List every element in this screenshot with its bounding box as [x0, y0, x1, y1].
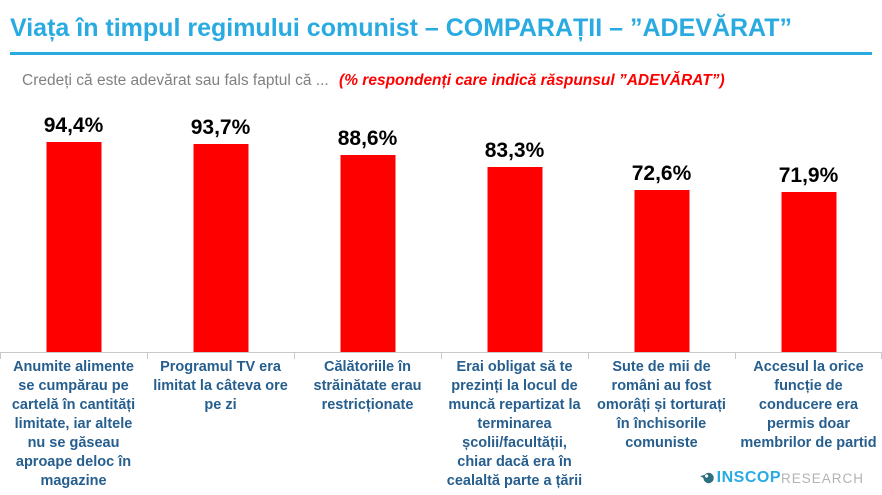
category-label: Călătoriile în străinătate erau restricț… [294, 353, 441, 491]
bar-value-label: 83,3% [484, 139, 545, 162]
bar-chart: 94,4% 93,7% 88,6% 83,3% 72,6% 71,9% [0, 100, 882, 352]
bar-column: 88,6% [294, 100, 441, 352]
category-label: Sute de mii de români au fost omorâți și… [588, 353, 735, 491]
bar [46, 142, 101, 352]
header: Viața în timpul regimului comunist – COM… [0, 0, 882, 55]
inscop-logo-icon [699, 472, 714, 484]
logo-text-research: RESEARCH [780, 470, 864, 486]
bar-column: 71,9% [735, 100, 882, 352]
bar [781, 192, 836, 352]
logo-text-inscop: INSCOP [716, 469, 781, 486]
bar-column: 94,4% [0, 100, 147, 352]
bar-column: 72,6% [588, 100, 735, 352]
title-divider [10, 52, 872, 55]
bar [634, 190, 689, 352]
bar [340, 155, 395, 352]
category-label: Erai obligat să te prezinți la locul de … [441, 353, 588, 491]
bar-value-label: 93,7% [190, 116, 251, 139]
bar [487, 167, 542, 352]
subtitle-question: Credeți că este adevărat sau fals faptul… [22, 72, 329, 89]
bar-value-label: 88,6% [337, 127, 398, 150]
subtitle-note: (% respondenți care indică răspunsul ”AD… [339, 72, 725, 89]
category-label: Anumite alimente se cumpărau pe cartelă … [0, 353, 147, 491]
bar-value-label: 71,9% [778, 164, 839, 187]
category-label: Programul TV era limitat la câteva ore p… [147, 353, 294, 491]
bar-column: 93,7% [147, 100, 294, 352]
bar-value-label: 94,4% [43, 114, 104, 137]
bar [193, 144, 248, 352]
page-title: Viața în timpul regimului comunist – COM… [10, 14, 793, 42]
category-labels: Anumite alimente se cumpărau pe cartelă … [0, 352, 882, 491]
inscop-logo: INSCOP RESEARCH [699, 469, 864, 487]
bar-value-label: 72,6% [631, 162, 692, 185]
bar-column: 83,3% [441, 100, 588, 352]
subtitle: Credeți că este adevărat sau fals faptul… [22, 72, 882, 90]
category-label: Accesul la orice funcție de conducere er… [735, 353, 882, 491]
